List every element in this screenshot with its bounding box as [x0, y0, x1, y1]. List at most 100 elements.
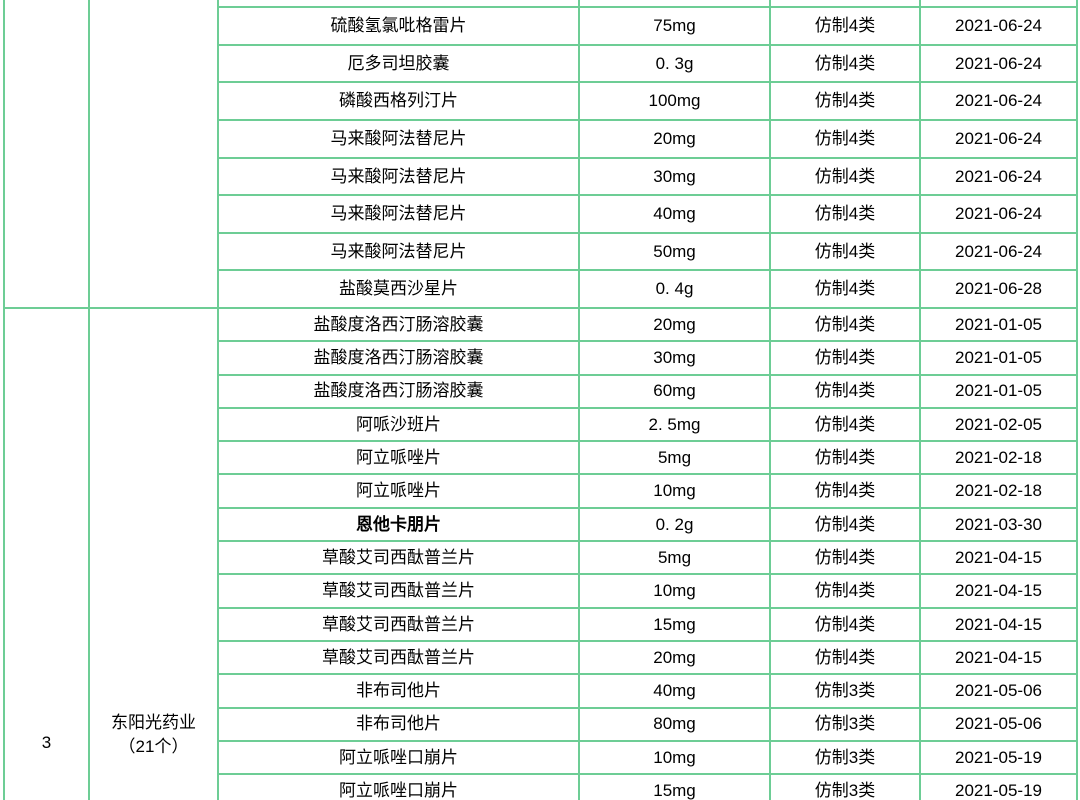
dose-cell: 15mg — [578, 773, 771, 800]
table-row: 3 东阳光药业 （21个） 盐酸度洛西汀肠溶胶囊 20mg 仿制4类 2021-01-05 — [3, 306, 1078, 800]
date-cell: 2021-04-15 — [919, 540, 1078, 576]
date-cell: 2021-04-15 — [919, 606, 1078, 642]
drug-name-cell: 盐酸度洛西汀肠溶胶囊 — [217, 373, 580, 409]
type-cell: 仿制4类 — [769, 406, 921, 443]
dose-cell: 30mg — [578, 340, 771, 376]
type-cell: 仿制4类 — [769, 118, 921, 159]
dose-cell: 0. 2g — [578, 506, 771, 543]
company-count: （21个） — [118, 737, 189, 757]
type-cell: 仿制4类 — [769, 156, 921, 197]
drug-name-cell: 阿立哌唑片 — [217, 440, 580, 476]
dose-cell: 50mg — [578, 231, 771, 272]
drug-name-cell: 厄多司坦胶囊 — [217, 43, 580, 84]
drug-name-cell — [217, 0, 580, 9]
type-cell — [769, 0, 921, 9]
dose-cell — [578, 0, 771, 9]
type-cell: 仿制4类 — [769, 194, 921, 234]
table-row: 恩他卡朋片 0. 2g 仿制4类 2021-03-30 — [4, 506, 1078, 543]
type-cell: 仿制3类 — [769, 739, 921, 776]
table-row: 草酸艾司西酞普兰片 10mg 仿制4类 2021-04-15 — [4, 573, 1078, 609]
date-cell: 2021-06-24 — [919, 118, 1078, 159]
table-row: 硫酸氢氯吡格雷片 75mg 仿制4类 2021-06-24 — [4, 6, 1078, 46]
table-row: 马来酸阿法替尼片 30mg 仿制4类 2021-06-24 — [4, 156, 1078, 197]
table-row: 非布司他片 80mg 仿制3类 2021-05-06 — [4, 706, 1078, 742]
table-row: 盐酸度洛西汀肠溶胶囊 30mg 仿制4类 2021-01-05 — [4, 340, 1078, 376]
company-name: 东阳光药业 — [111, 713, 196, 733]
date-cell: 2021-01-05 — [919, 373, 1078, 409]
drug-name-cell: 草酸艾司西酞普兰片 — [217, 639, 580, 676]
drug-name-cell: 阿立哌唑口崩片 — [217, 773, 580, 800]
table-row: 马来酸阿法替尼片 20mg 仿制4类 2021-06-24 — [4, 118, 1078, 159]
date-cell: 2021-05-19 — [919, 773, 1078, 800]
dose-cell: 5mg — [578, 540, 771, 576]
type-cell: 仿制4类 — [769, 306, 921, 343]
type-cell: 仿制4类 — [769, 340, 921, 376]
type-cell: 仿制3类 — [769, 706, 921, 742]
drug-name-cell: 草酸艾司西酞普兰片 — [217, 606, 580, 642]
type-cell: 仿制4类 — [769, 81, 921, 121]
dose-cell: 40mg — [578, 194, 771, 234]
date-cell: 2021-05-19 — [919, 739, 1078, 776]
drug-name-cell: 磷酸西格列汀片 — [217, 81, 580, 121]
table-row: 阿立哌唑口崩片 15mg 仿制3类 2021-05-19 — [4, 773, 1078, 800]
date-cell: 2021-04-15 — [919, 639, 1078, 676]
dose-cell: 75mg — [578, 6, 771, 46]
date-cell: 2021-06-24 — [919, 81, 1078, 121]
drug-name-cell: 马来酸阿法替尼片 — [217, 194, 580, 234]
table-row: 阿立哌唑口崩片 10mg 仿制3类 2021-05-19 — [4, 739, 1078, 776]
date-cell: 2021-05-06 — [919, 673, 1078, 709]
date-cell: 2021-01-05 — [919, 340, 1078, 376]
type-cell: 仿制4类 — [769, 373, 921, 409]
dose-cell: 100mg — [578, 81, 771, 121]
dose-cell: 60mg — [578, 373, 771, 409]
table-row: 磷酸西格列汀片 100mg 仿制4类 2021-06-24 — [4, 81, 1078, 121]
type-cell: 仿制4类 — [769, 540, 921, 576]
table-row: 阿哌沙班片 2. 5mg 仿制4类 2021-02-05 — [4, 406, 1078, 443]
drug-name-cell: 阿立哌唑片 — [217, 473, 580, 509]
drug-name-cell: 盐酸度洛西汀肠溶胶囊 — [217, 306, 580, 343]
drug-name-cell: 马来酸阿法替尼片 — [217, 118, 580, 159]
date-cell: 2021-01-05 — [919, 306, 1078, 343]
table-row: 草酸艾司西酞普兰片 20mg 仿制4类 2021-04-15 — [4, 639, 1078, 676]
table-row: 非布司他片 40mg 仿制3类 2021-05-06 — [4, 673, 1078, 709]
date-cell: 2021-06-24 — [919, 43, 1078, 84]
group-number: 3 — [41, 732, 52, 752]
drug-name-cell: 非布司他片 — [217, 706, 580, 742]
dose-cell: 15mg — [578, 606, 771, 642]
drug-name-cell: 马来酸阿法替尼片 — [217, 231, 580, 272]
table-row: 盐酸度洛西汀肠溶胶囊 60mg 仿制4类 2021-01-05 — [4, 373, 1078, 409]
type-cell: 仿制4类 — [769, 440, 921, 476]
drug-name-cell: 马来酸阿法替尼片 — [217, 156, 580, 197]
table-body: 硫酸氢氯吡格雷片 75mg 仿制4类 2021-06-24 厄多司坦胶囊 0. 3g 仿制4… — [3, 0, 1078, 800]
dose-cell: 20mg — [578, 118, 771, 159]
table-row: 马来酸阿法替尼片 40mg 仿制4类 2021-06-24 — [4, 194, 1078, 234]
type-cell: 仿制4类 — [769, 473, 921, 509]
dose-cell: 2. 5mg — [578, 406, 771, 443]
type-cell: 仿制3类 — [769, 773, 921, 800]
drug-name-cell: 盐酸莫西沙星片 — [217, 269, 580, 309]
company-label: 东阳光药业 （21个） — [91, 711, 216, 759]
date-cell: 2021-06-24 — [919, 231, 1078, 272]
date-cell: 2021-06-24 — [919, 194, 1078, 234]
date-cell: 2021-03-30 — [919, 506, 1078, 543]
company-cell — [88, 0, 219, 309]
table-row: 马来酸阿法替尼片 50mg 仿制4类 2021-06-24 — [4, 231, 1078, 272]
drug-name-cell: 阿哌沙班片 — [217, 406, 580, 443]
type-cell: 仿制4类 — [769, 639, 921, 676]
date-cell — [919, 0, 1078, 9]
date-cell: 2021-02-18 — [919, 440, 1078, 476]
type-cell: 仿制3类 — [769, 673, 921, 709]
group-number-cell — [3, 0, 90, 309]
type-cell: 仿制4类 — [769, 606, 921, 642]
type-cell: 仿制4类 — [769, 231, 921, 272]
date-cell: 2021-04-15 — [919, 573, 1078, 609]
type-cell: 仿制4类 — [769, 43, 921, 84]
drug-name-cell: 硫酸氢氯吡格雷片 — [217, 6, 580, 46]
table-row: 草酸艾司西酞普兰片 5mg 仿制4类 2021-04-15 — [4, 540, 1078, 576]
table-row: 盐酸莫西沙星片 0. 4g 仿制4类 2021-06-28 — [4, 269, 1078, 309]
drug-name-cell: 草酸艾司西酞普兰片 — [217, 573, 580, 609]
dose-cell: 20mg — [578, 306, 771, 343]
date-cell: 2021-06-28 — [919, 269, 1078, 309]
drug-name-cell: 非布司他片 — [217, 673, 580, 709]
